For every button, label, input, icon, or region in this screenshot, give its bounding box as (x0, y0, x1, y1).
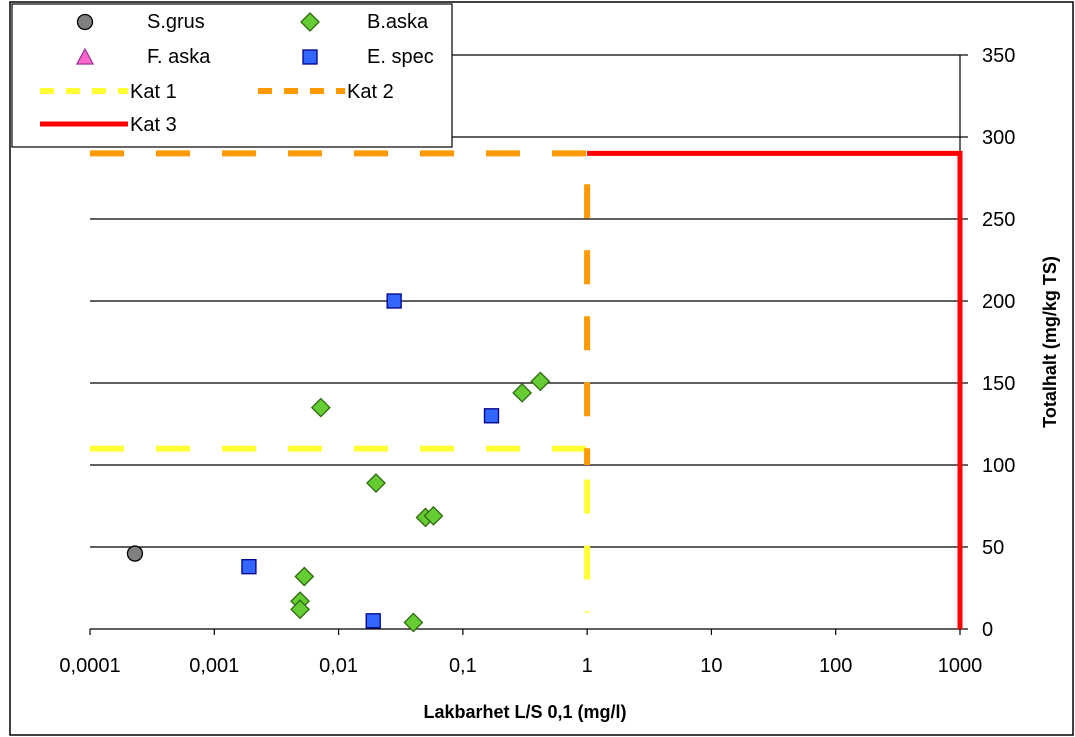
point-b-aska-9 (530, 371, 551, 392)
y-tick-label-0: 0 (982, 619, 993, 641)
point-e-spec-3 (483, 408, 500, 424)
limit-line-kat-3 (587, 150, 963, 629)
legend-label-s-grus: S.grus (147, 11, 205, 33)
y-tick-label-2: 100 (982, 455, 1015, 477)
legend-label-kat-2: Kat 2 (347, 81, 394, 103)
x-tick-label-0: 0,0001 (59, 655, 120, 677)
limit-line-kat-2 (90, 150, 591, 465)
legend-label-b-aska: B.aska (367, 11, 429, 33)
x-tick-label-1: 0,001 (189, 655, 239, 677)
point-b-aska-4 (366, 473, 386, 493)
x-tick-label-6: 100 (819, 655, 852, 677)
x-tick-label-3: 0,1 (449, 655, 477, 677)
point-b-aska-5 (403, 612, 424, 633)
limit-line-kat-1 (90, 445, 591, 613)
legend-label-kat-3: Kat 3 (130, 114, 177, 136)
y-tick-label-3: 150 (982, 373, 1015, 395)
point-e-spec-0 (386, 293, 402, 309)
data-points (126, 293, 551, 633)
y-tick-label-4: 200 (982, 291, 1015, 313)
y-tick-labels: 0 50 100 150 200 250 300 350 (982, 45, 1015, 641)
point-b-aska-3 (290, 599, 310, 620)
legend: S.grus B.aska F. aska E. spec Kat 1 Kat 2 Kat … (11, 3, 453, 148)
y-tick-label-6: 300 (982, 127, 1015, 149)
x-tick-label-2: 0,01 (319, 655, 358, 677)
y-axis-title: Totalhalt (mg/kg TS) (1040, 256, 1060, 428)
point-s-grus-0 (126, 545, 144, 562)
legend-marker-b-aska (300, 12, 320, 32)
point-e-spec-2 (365, 613, 381, 629)
y-tick-label-1: 50 (982, 537, 1004, 559)
point-b-aska-1 (294, 566, 315, 587)
y-tick-label-5: 250 (982, 209, 1015, 231)
x-tick-label-4: 1 (582, 655, 593, 677)
legend-label-kat-1: Kat 1 (130, 81, 177, 103)
x-tick-label-5: 10 (700, 655, 722, 677)
point-b-aska-8 (512, 382, 533, 403)
x-tick-labels: 0,0001 0,001 0,01 0,1 1 10 100 1000 (59, 655, 982, 677)
legend-label-f-aska: F. aska (147, 46, 211, 68)
legend-marker-f-aska (75, 47, 95, 65)
x-axis-title: Lakbarhet L/S 0,1 (mg/l) (423, 702, 626, 722)
limit-lines (90, 150, 963, 629)
legend-marker-s-grus (76, 13, 94, 31)
y-tick-label-7: 350 (982, 45, 1015, 67)
point-e-spec-1 (241, 559, 257, 575)
x-tick-label-7: 1000 (938, 655, 983, 677)
legend-label-e-spec: E. spec (367, 46, 434, 68)
legend-marker-e-spec (302, 49, 318, 65)
point-b-aska-7 (423, 505, 444, 526)
grid-lines (90, 54, 960, 548)
point-b-aska-0 (310, 397, 331, 418)
